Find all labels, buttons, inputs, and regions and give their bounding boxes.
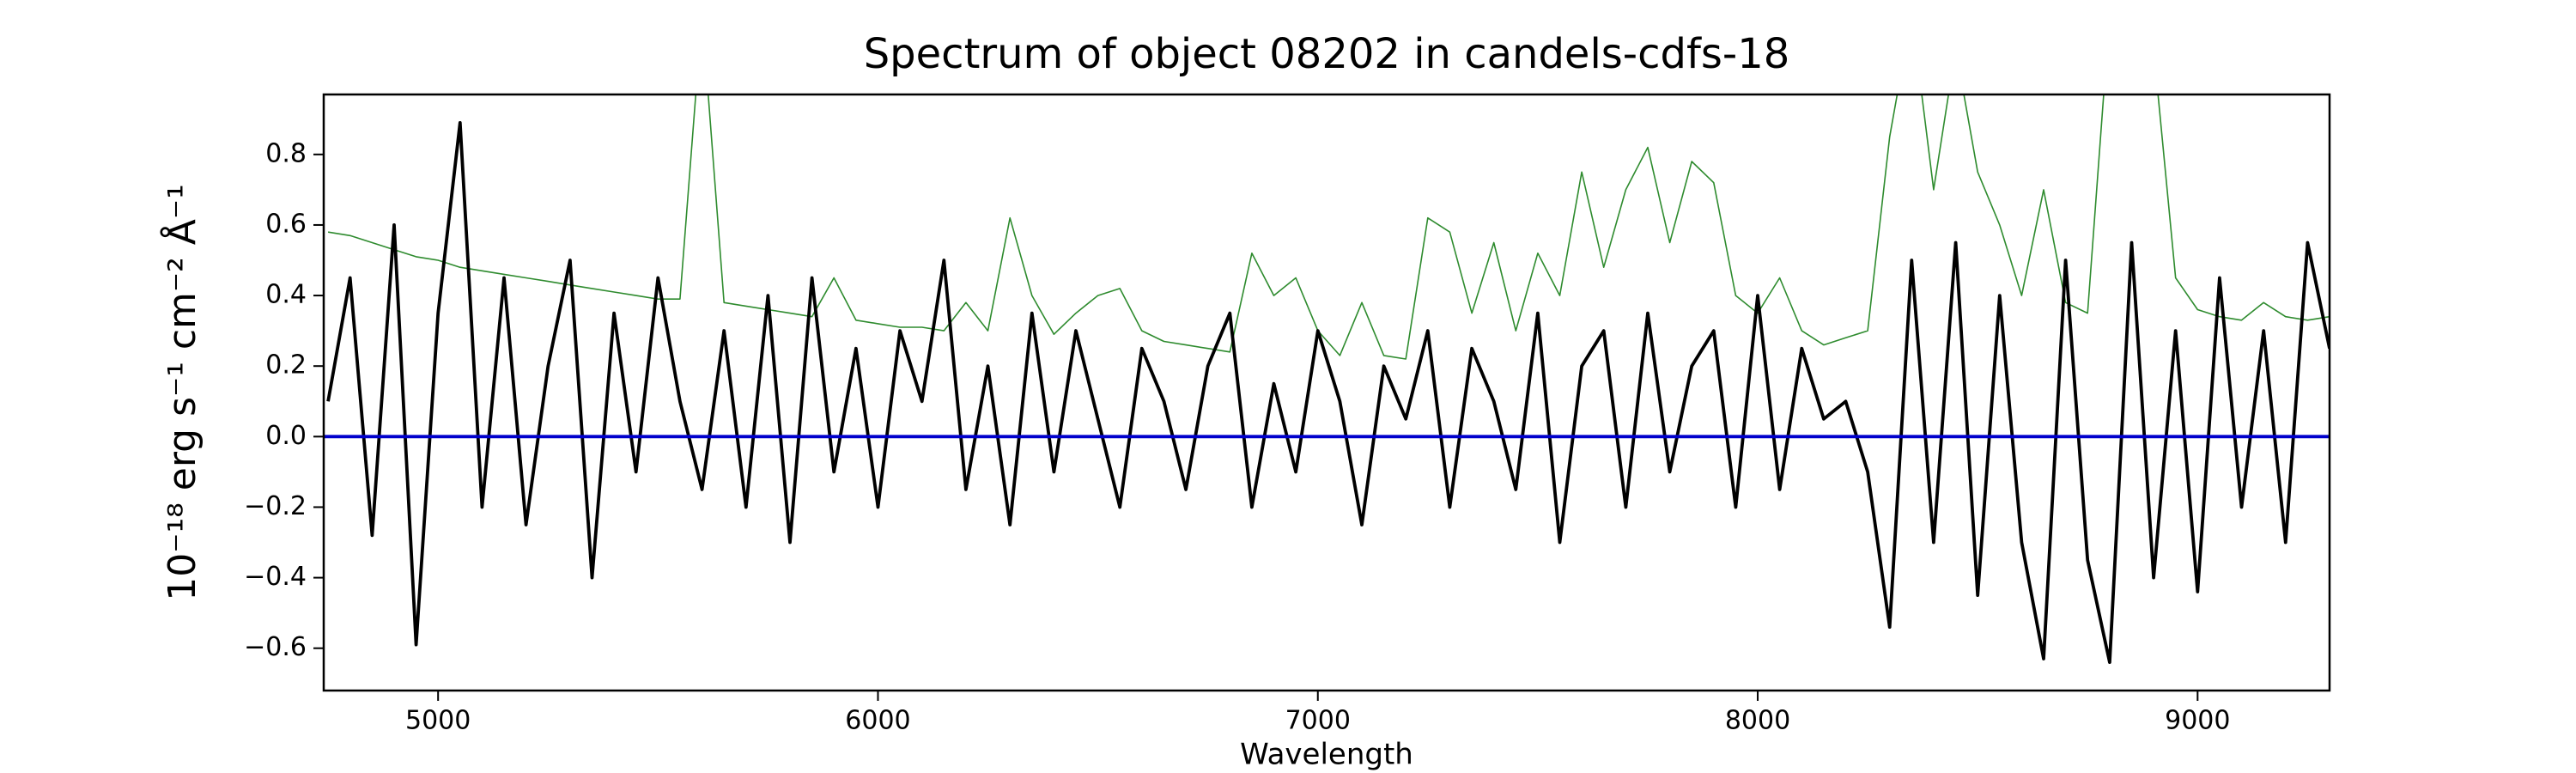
y-tick-label: 0.8 <box>265 138 307 168</box>
x-tick-label: 6000 <box>845 706 910 736</box>
x-tick-label: 7000 <box>1285 706 1351 736</box>
y-axis-label: 10⁻¹⁸ erg s⁻¹ cm⁻² Å⁻¹ <box>159 184 204 600</box>
y-tick-label: 0.2 <box>265 350 307 380</box>
y-tick-label: 0.6 <box>265 209 307 239</box>
x-axis-label: Wavelength <box>1240 738 1413 772</box>
y-tick-label: −0.2 <box>244 491 307 521</box>
plot-area <box>324 94 2330 664</box>
y-tick-label: 0.4 <box>265 280 307 310</box>
y-tick-label: 0.0 <box>265 421 307 451</box>
x-tick-label: 8000 <box>1725 706 1790 736</box>
y-tick-label: −0.6 <box>244 632 307 662</box>
x-tick-label: 9000 <box>2165 706 2230 736</box>
x-tick-label: 5000 <box>405 706 471 736</box>
axes-frame <box>322 93 2331 692</box>
y-tick-label: −0.4 <box>244 562 307 592</box>
chart-title: Spectrum of object 08202 in candels-cdfs… <box>864 30 1790 78</box>
spectrum-line <box>326 121 2330 664</box>
